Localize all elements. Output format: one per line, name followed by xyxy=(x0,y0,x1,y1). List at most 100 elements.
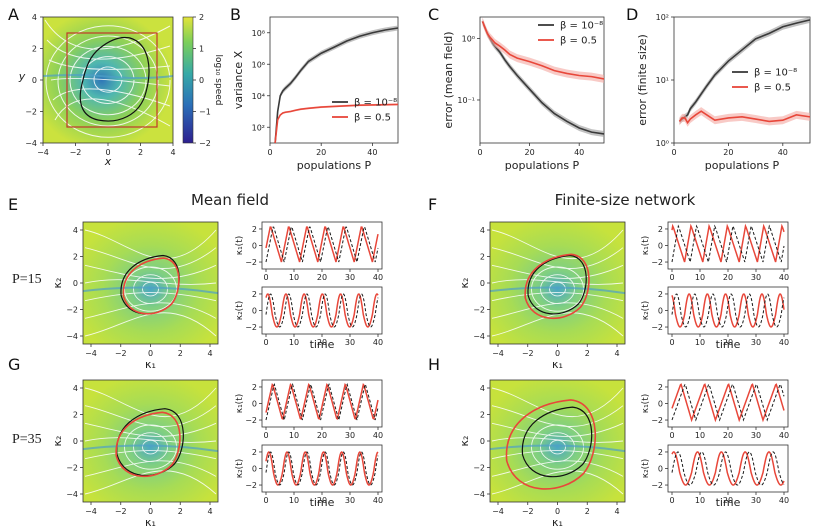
y-tick-label: −2 xyxy=(473,306,485,315)
y-tick-label: 10⁰ xyxy=(656,139,669,148)
plot-frame xyxy=(673,16,811,144)
streamline xyxy=(491,437,624,443)
y-tick-label: −2 xyxy=(66,464,78,473)
streamline xyxy=(142,281,159,297)
x-tick-label: 4 xyxy=(170,148,175,157)
y-axis-label: κ₂ xyxy=(51,278,64,289)
series-line xyxy=(274,103,399,144)
x-tick-label: 0 xyxy=(671,148,676,157)
y-tick-label: 2 xyxy=(73,253,78,262)
streamline xyxy=(84,312,217,337)
x-tick-label: 10 xyxy=(695,273,705,282)
x-tick-label: 0 xyxy=(263,338,268,347)
y-tick-label: −4 xyxy=(66,490,78,499)
streamline xyxy=(46,39,171,60)
panel-a-streamlines xyxy=(44,19,171,138)
sim-trace xyxy=(265,451,379,486)
series-line xyxy=(678,110,811,125)
x-tick-label: 40 xyxy=(779,496,789,505)
y-axis-label: κ₂(t) xyxy=(641,459,651,478)
x-tick-label: 0 xyxy=(669,431,674,440)
legend-entry: β = 0.5 xyxy=(560,36,597,47)
panel-a-ticks: −4 −2 0 2 4 −4 −2 0 2 4 xyxy=(25,13,175,157)
y-tick-label: 0 xyxy=(32,76,37,85)
y-tick-label: 2 xyxy=(480,411,485,420)
x-tick-label: 4 xyxy=(207,349,212,358)
colorbar-tick-label: −1 xyxy=(199,108,211,117)
x-tick-label: 0 xyxy=(477,148,482,157)
streamline xyxy=(52,88,171,107)
x-tick-label: 20 xyxy=(723,148,733,157)
y-axis-label: κ₂(t) xyxy=(235,301,245,320)
x-tick-label: 40 xyxy=(779,273,789,282)
x-tick-label: −4 xyxy=(85,507,97,516)
y-tick-label: −2 xyxy=(473,464,485,473)
streamline xyxy=(44,19,171,50)
x-tick-label: 40 xyxy=(779,338,789,347)
x-tick-label: 2 xyxy=(178,349,183,358)
y-tick-label: −4 xyxy=(66,332,78,341)
legend-entry: β = 10⁻⁸ xyxy=(354,98,397,109)
panel-letter-h: H xyxy=(428,355,440,374)
speed-field xyxy=(83,380,218,502)
streamline xyxy=(48,59,171,70)
sim-trace xyxy=(265,293,379,328)
y-tick-label: 4 xyxy=(32,13,37,22)
streamlines xyxy=(84,229,217,337)
x-tick-label: 2 xyxy=(585,349,590,358)
y-tick-label: 4 xyxy=(73,226,78,235)
y-tick-label: 2 xyxy=(658,448,663,457)
x-tick-label: 0 xyxy=(263,496,268,505)
y-axis-label: κ₁(t) xyxy=(641,236,651,255)
colorbar-tick-label: 1 xyxy=(199,45,204,54)
x-axis-label: κ₁ xyxy=(145,516,156,528)
x-tick-label: 0 xyxy=(555,349,560,358)
y-tick-label: 2 xyxy=(252,225,257,234)
sim-orbit xyxy=(122,257,180,315)
y-axis-label: κ₂(t) xyxy=(235,459,245,478)
mean-trace xyxy=(671,383,785,422)
y-axis-label: κ₂ xyxy=(51,436,64,447)
y-tick-label: 0 xyxy=(480,279,485,288)
x-tick-label: 30 xyxy=(345,273,355,282)
x-tick-label: 20 xyxy=(317,496,327,505)
panel-a: −4 −2 0 2 4 −4 −2 0 2 4 x y 2 1 0 −1 −2 log₁₀ speed xyxy=(18,13,223,168)
y-tick-label: 0 xyxy=(480,437,485,446)
legend-entry: β = 10⁻⁸ xyxy=(560,21,603,32)
y-tick-label: 0 xyxy=(252,307,257,316)
panel-f-phase: −4 −2 0 2 4 −4 −2 0 2 4 κ₁ κ₂ xyxy=(458,221,626,371)
x-tick-label: 10 xyxy=(289,338,299,347)
x-tick-label: 40 xyxy=(373,496,383,505)
x-tick-label: 20 xyxy=(723,273,733,282)
series-band xyxy=(275,103,398,144)
x-axis-label: populations P xyxy=(505,159,580,172)
x-tick-label: 20 xyxy=(317,338,327,347)
y-tick-label: 2 xyxy=(658,225,663,234)
slow-manifold xyxy=(82,286,219,295)
y-tick-label: −2 xyxy=(651,323,663,332)
speed-field xyxy=(490,222,625,344)
x-tick-label: −2 xyxy=(522,349,534,358)
y-axis-label: κ₂(t) xyxy=(641,301,651,320)
streamline xyxy=(491,470,624,495)
y-axis-label: κ₂ xyxy=(458,278,471,289)
y-tick-label: 2 xyxy=(252,383,257,392)
x-tick-label: 30 xyxy=(751,496,761,505)
speed-field xyxy=(83,222,218,344)
x-axis-label: populations P xyxy=(297,159,372,172)
streamline xyxy=(549,281,566,297)
streamline xyxy=(491,229,624,260)
x-tick-label: 0 xyxy=(148,507,153,516)
y-tick-label: 0 xyxy=(252,400,257,409)
streamline xyxy=(84,264,217,279)
x-tick-label: 4 xyxy=(207,507,212,516)
x-tick-label: 10 xyxy=(289,431,299,440)
y-tick-label: 2 xyxy=(32,45,37,54)
x-tick-label: 4 xyxy=(614,507,619,516)
x-tick-label: 20 xyxy=(723,431,733,440)
y-tick-label: 10² xyxy=(252,123,265,132)
x-tick-label: 40 xyxy=(373,273,383,282)
x-tick-label: 30 xyxy=(345,431,355,440)
x-tick-label: −2 xyxy=(522,507,534,516)
